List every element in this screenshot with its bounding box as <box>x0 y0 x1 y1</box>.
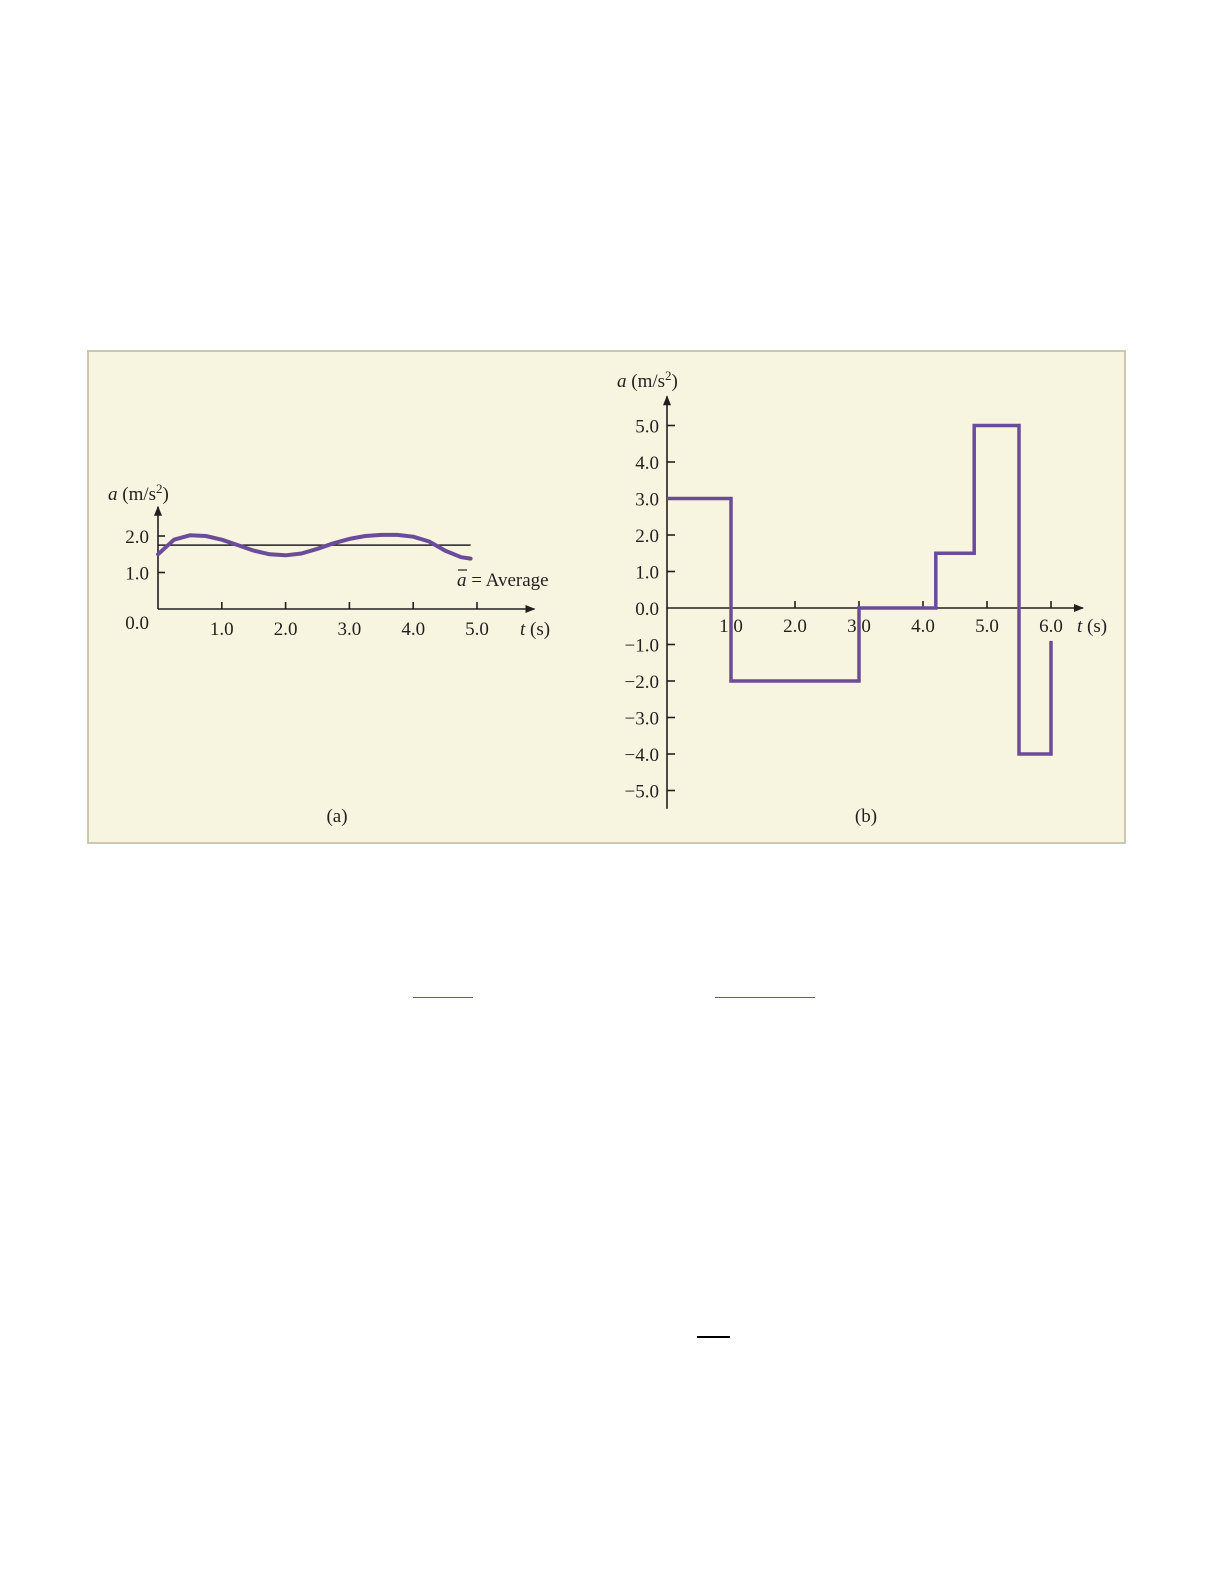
link-underline[interactable] <box>715 997 815 998</box>
svg-text:a = Average: a = Average <box>457 570 549 591</box>
y-axis-label: a (m/s2) <box>617 368 678 392</box>
y-tick-label: 3.0 <box>635 490 659 511</box>
x-tick-label: 1.0 <box>210 619 234 640</box>
y-tick-label: 1.0 <box>125 564 149 585</box>
chart-b: 1.0 2.0 3.0 4.0 5.0 6.05.04.03.02.01.00.0−1.0… <box>617 368 1107 827</box>
link-underline[interactable] <box>413 997 473 998</box>
origin-label: 0.0 <box>125 613 149 634</box>
y-axis-label: a (m/s2) <box>108 481 169 505</box>
series-line <box>156 532 473 561</box>
y-tick-label: 2.0 <box>635 526 659 547</box>
x-axis-label: t (s) <box>1077 616 1107 637</box>
fraction-bar <box>697 1336 730 1338</box>
y-tick-label: −4.0 <box>625 745 659 766</box>
average-label: a = Average <box>457 569 549 591</box>
y-tick-label: −2.0 <box>625 672 659 693</box>
y-tick-label: −3.0 <box>625 709 659 730</box>
y-tick-label: −1.0 <box>625 636 659 657</box>
x-tick-label: 2.0 <box>274 619 298 640</box>
figure-svg: 1.0 2.0 3.0 4.0 5.0 1.0 2.0 a (m/s2) t (s) 0.0… <box>108 368 1107 827</box>
x-tick-label: 4.0 <box>401 619 425 640</box>
y-tick-label: 5.0 <box>635 417 659 438</box>
y-tick-label: −5.0 <box>625 782 659 803</box>
series-line <box>667 423 1053 756</box>
y-tick-label: 1.0 <box>635 563 659 584</box>
x-tick-label: 2.0 <box>783 616 807 637</box>
x-tick-label: 3.0 <box>338 619 362 640</box>
y-tick-label: 4.0 <box>635 453 659 474</box>
x-tick-label: 5.0 <box>465 619 489 640</box>
x-tick-label: 4.0 <box>911 616 935 637</box>
chart-a: 1.0 2.0 3.0 4.0 5.0 1.0 2.0 a (m/s2) t (s) 0.0… <box>108 481 550 827</box>
chart-b-ticks: 1.0 2.0 3.0 4.0 5.0 6.05.04.03.02.01.00.0−1.0… <box>625 417 1063 803</box>
chart-a-ticks: 1.0 2.0 3.0 4.0 5.0 1.0 2.0 <box>125 527 489 640</box>
panel-label-b: (b) <box>855 806 877 827</box>
x-tick-label: 5.0 <box>975 616 999 637</box>
x-axis-label: t (s) <box>520 619 550 640</box>
panel-label-a: (a) <box>326 806 347 827</box>
figure-panel: 1.0 2.0 3.0 4.0 5.0 1.0 2.0 a (m/s2) t (s) 0.0… <box>87 350 1126 844</box>
y-tick-label: 0.0 <box>635 599 659 620</box>
y-tick-label: 2.0 <box>125 527 149 548</box>
x-tick-label: 6.0 <box>1039 616 1063 637</box>
